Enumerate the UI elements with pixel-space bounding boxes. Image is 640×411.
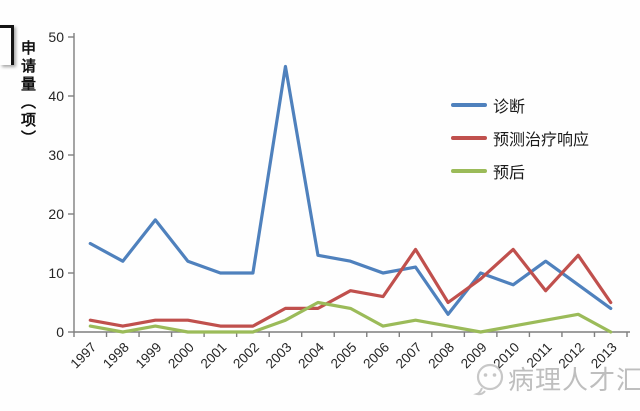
x-tick-label: 2001 — [198, 340, 230, 372]
series-line-预后 — [88, 300, 613, 334]
legend-label: 预后 — [493, 165, 526, 182]
x-tick-label: 2000 — [165, 340, 197, 372]
y-tick-label: 30 — [48, 147, 64, 163]
y-tick-label: 40 — [48, 88, 64, 104]
y-tick-label: 50 — [48, 29, 64, 45]
chart-legend: 诊断预测治疗响应 预后 — [451, 95, 589, 194]
x-tick-label: 2013 — [588, 340, 620, 372]
x-tick-label: 2006 — [360, 340, 392, 372]
x-tick-label: 2004 — [295, 339, 327, 371]
x-tick-label: 2003 — [263, 340, 295, 372]
legend-item: 预测治疗响应 — [451, 128, 590, 149]
x-tick-label: 2011 — [524, 340, 555, 371]
y-tick-label: 0 — [56, 324, 64, 340]
y-tick-label: 20 — [48, 206, 64, 222]
x-tick-label: 2007 — [393, 340, 425, 372]
series-line-预测治疗响应 — [88, 247, 613, 328]
legend-line-swatch — [451, 169, 487, 173]
series-line-诊断 — [88, 64, 613, 316]
x-tick-label: 2012 — [555, 340, 587, 372]
x-tick-label: 2005 — [328, 340, 360, 372]
legend-label: 诊断 — [493, 99, 526, 116]
legend-item: 诊断 — [451, 95, 589, 116]
legend-item: 预后 — [451, 161, 589, 182]
cropped-box-artifact — [0, 25, 14, 65]
x-tick-label: 2009 — [458, 340, 490, 372]
y-tick-label: 10 — [48, 265, 64, 281]
x-tick-label: 1997 — [68, 340, 100, 372]
x-tick-label: 1998 — [100, 340, 132, 372]
x-tick-label: 2002 — [230, 340, 262, 372]
legend-label: 预测治疗响应 — [493, 132, 590, 149]
x-tick-label: 2010 — [490, 340, 522, 372]
legend-line-swatch — [451, 136, 487, 140]
x-tick-label: 1999 — [133, 340, 165, 372]
legend-line-swatch — [451, 103, 487, 107]
x-tick-label: 2008 — [425, 340, 457, 372]
y-axis-title: 申请量（项） — [19, 40, 36, 148]
